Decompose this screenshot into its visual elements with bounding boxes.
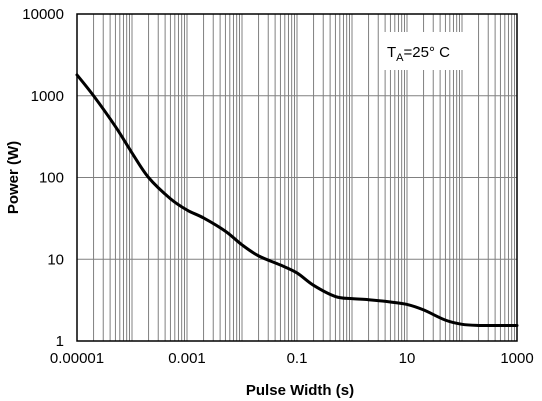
x-tick-label: 0.00001 — [50, 350, 104, 367]
x-axis-ticks: 0.00001 0.001 0.1 10 1000 — [50, 350, 534, 367]
annotation-subscript: A — [396, 52, 404, 64]
x-axis-title: Pulse Width (s) — [246, 382, 354, 399]
y-tick-label: 10 — [47, 251, 64, 268]
x-tick-label: 0.1 — [287, 350, 308, 367]
annotation-rest: =25° C — [404, 44, 451, 61]
x-tick-label: 1000 — [500, 350, 533, 367]
plot-frame — [76, 13, 518, 342]
x-tick-label: 10 — [399, 350, 416, 367]
y-tick-label: 100 — [39, 170, 64, 187]
annotation-box — [380, 32, 476, 70]
y-tick-label: 10000 — [22, 6, 64, 23]
y-tick-label: 1000 — [31, 88, 64, 105]
x-tick-label: 0.001 — [168, 350, 206, 367]
series-line — [75, 73, 519, 328]
annotation-base: T — [387, 44, 396, 61]
temperature-annotation: TA=25° C — [387, 44, 450, 64]
y-axis-ticks: 1 10 100 1000 10000 — [22, 6, 64, 350]
y-tick-label: 1 — [56, 333, 64, 350]
y-axis-title: Power (W) — [5, 141, 22, 214]
